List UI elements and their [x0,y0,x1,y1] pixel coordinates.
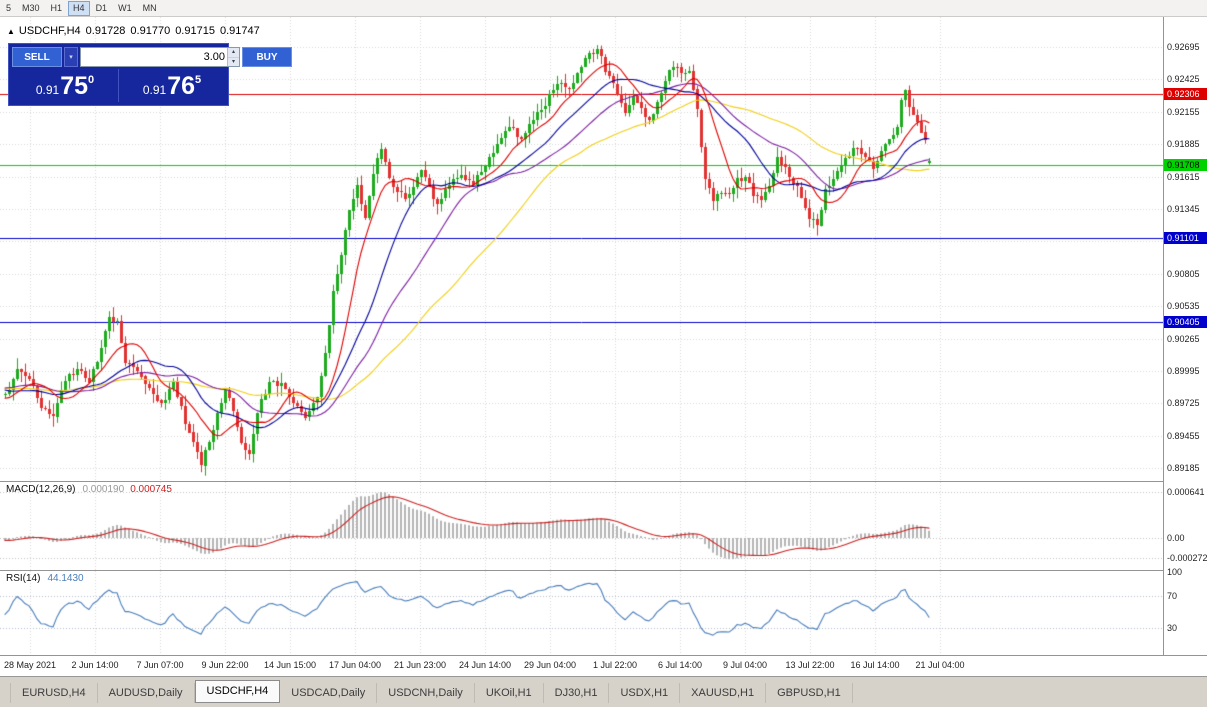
sell-price-prefix: 0.91 [35,83,60,97]
price-axis[interactable]: 0.92695 0.92425 0.92155 0.91885 0.91615 0.913… [1163,17,1207,655]
time-axis-label: 13 Jul 22:00 [785,660,835,670]
macd-header: MACD(12,26,9) 0.000190 0.000745 [6,484,172,495]
buy-price-pip: 5 [195,74,202,86]
timeframe-button-w1[interactable]: W1 [113,1,137,16]
timeframe-button-mn[interactable]: MN [138,1,162,16]
price-axis-label: 0.92155 [1167,106,1200,117]
rsi-indicator-panel: RSI(14) 44.1430 [0,570,1207,655]
timeframe-toolbar: 5 M30 H1 H4 D1 W1 MN [0,0,1207,17]
time-axis-label: 21 Jul 04:00 [915,660,965,670]
volume-spinner: ▴ ▾ [227,48,239,66]
price-axis-label: 0.90805 [1167,268,1200,279]
sell-button[interactable]: SELL [12,47,62,67]
macd-main-value: 0.000190 [82,484,125,495]
volume-field: ▴ ▾ [80,47,240,67]
price-axis-label: 0.90265 [1167,333,1200,344]
chart-tab-usdcnh[interactable]: USDCNH,Daily [377,683,475,703]
chart-tab-usdchf[interactable]: USDCHF,H4 [194,680,281,703]
chart-tab-audusd[interactable]: AUDUSD,Daily [98,683,195,703]
time-axis-label: 28 May 2021 [3,660,57,670]
chart-tab-usdcad[interactable]: USDCAD,Daily [280,683,378,703]
buy-price-prefix: 0.91 [142,83,167,97]
trade-panel-divider [118,69,119,102]
timeframe-button-5[interactable]: 5 [1,1,16,16]
price-axis-label: 0.89725 [1167,398,1200,409]
price-line-label: 0.90405 [1164,315,1207,328]
rsi-axis-label: 100 [1167,567,1183,577]
price-axis-label: 0.89995 [1167,366,1200,376]
price-axis-label: 0.91615 [1167,171,1200,182]
macd-signal-value: 0.000745 [130,484,172,495]
timeframe-button-m30[interactable]: M30 [17,1,45,16]
time-axis-label: 17 Jun 04:00 [328,660,382,670]
price-axis-label: 0.90535 [1167,301,1200,312]
macd-label: MACD(12,26,9) [6,484,76,495]
chart-tab-xauusd[interactable]: XAUUSD,H1 [680,683,767,703]
timeframe-button-h4[interactable]: H4 [68,0,90,16]
buy-price-main: 76 [167,71,196,100]
price-axis-label: 0.89455 [1167,430,1200,441]
rsi-value: 44.1430 [47,573,84,584]
ohlc-open-value: 0.91728 [85,25,126,37]
rsi-axis-label: 30 [1167,623,1178,633]
price-line-label: 0.91708 [1164,159,1207,172]
rsi-canvas[interactable] [0,571,1163,655]
chart-symbol-label: USDCHF,H4 [18,25,81,37]
time-axis-label: 1 Jul 22:00 [592,660,638,670]
price-axis-label: 0.91345 [1167,204,1200,214]
timeframe-button-h1[interactable]: H1 [46,1,68,16]
chart-tab-gbpusd[interactable]: GBPUSD,H1 [766,683,853,703]
one-click-panel-toggle-icon[interactable]: ▲ [7,27,15,36]
time-axis[interactable]: 28 May 2021 2 Jun 14:00 7 Jun 07:00 9 Jun 2… [0,655,1207,676]
ohlc-close-value: 0.91747 [219,25,260,37]
chart-tab-dj30[interactable]: DJ30,H1 [544,683,610,703]
ohlc-low-value: 0.91715 [175,25,215,37]
trade-settings-dropdown[interactable]: ▾ [64,47,78,67]
macd-axis-label: 0.000641 [1167,487,1205,497]
macd-axis-label: -0.000272 [1167,553,1207,563]
price-axis-label: 0.92425 [1167,74,1200,85]
time-axis-label: 21 Jun 23:00 [393,660,447,670]
time-axis-label: 2 Jun 14:00 [71,660,119,670]
chart-tab-bar: EURUSD,H4 AUDUSD,Daily USDCHF,H4 USDCAD,Dai… [0,676,1207,707]
ohlc-high-value: 0.91770 [130,25,171,37]
chart-ohlc-header: ▲ USDCHF,H4 0.91728 0.91770 0.91715 0.91747 [7,25,260,37]
time-axis-label: 16 Jul 14:00 [850,660,900,670]
chart-window-usdchf: ▲ USDCHF,H4 0.91728 0.91770 0.91715 0.91747 S… [0,17,1207,676]
time-axis-label: 29 Jun 04:00 [523,660,577,670]
time-axis-label: 24 Jun 14:00 [458,660,512,670]
price-axis-label: 0.92695 [1167,42,1200,52]
time-axis-label: 14 Jun 15:00 [263,660,317,670]
buy-price-display[interactable]: 0.91 76 5 [119,69,225,102]
rsi-label: RSI(14) [6,573,41,584]
macd-axis-label: 0.00 [1167,533,1185,543]
price-axis-label: 0.91885 [1167,139,1200,150]
sell-price-main: 75 [60,71,89,100]
macd-indicator-panel: MACD(12,26,9) 0.000190 0.000745 [0,481,1207,570]
time-axis-label: 6 Jul 14:00 [657,660,703,670]
time-axis-label: 9 Jun 22:00 [201,660,249,670]
sell-price-display[interactable]: 0.91 75 0 [12,69,118,102]
chart-tab-eurusd[interactable]: EURUSD,H4 [10,683,98,703]
rsi-axis-label: 70 [1167,591,1178,601]
rsi-header: RSI(14) 44.1430 [6,573,84,584]
macd-canvas[interactable] [0,482,1163,570]
time-axis-label: 9 Jul 04:00 [722,660,768,670]
buy-button[interactable]: BUY [242,47,292,67]
chart-tab-usdx[interactable]: USDX,H1 [609,683,681,703]
timeframe-button-d1[interactable]: D1 [91,1,113,16]
time-axis-label: 7 Jun 07:00 [136,660,184,670]
volume-up-button[interactable]: ▴ [228,48,239,58]
price-axis-label: 0.89185 [1167,463,1200,474]
price-line-label: 0.92306 [1164,87,1207,100]
volume-input[interactable] [81,48,227,66]
sell-price-pip: 0 [88,74,95,86]
chart-tab-ukoil[interactable]: UKOil,H1 [475,683,544,703]
chevron-down-icon: ▾ [69,54,73,61]
volume-down-button[interactable]: ▾ [228,57,239,66]
price-line-label: 0.91101 [1164,232,1207,245]
